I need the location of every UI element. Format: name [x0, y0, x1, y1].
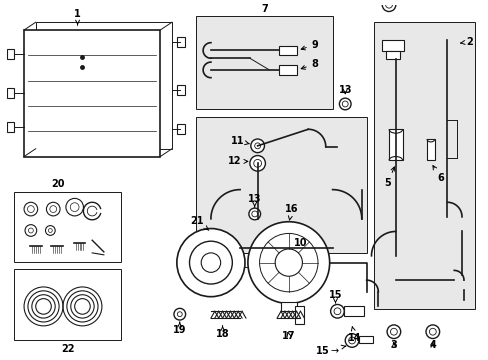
Circle shape: [201, 253, 220, 273]
Text: 19: 19: [173, 322, 186, 335]
Circle shape: [247, 222, 329, 303]
Circle shape: [333, 308, 340, 315]
Text: 6: 6: [432, 166, 443, 183]
Circle shape: [46, 202, 60, 216]
Text: 15$\rightarrow$: 15$\rightarrow$: [314, 344, 345, 356]
Circle shape: [348, 337, 355, 344]
Bar: [374, 22, 474, 309]
Text: 22: 22: [61, 344, 75, 354]
Circle shape: [24, 202, 38, 216]
Bar: [426, 139, 434, 161]
Circle shape: [248, 208, 260, 220]
Circle shape: [25, 225, 37, 236]
Bar: [24, 30, 160, 157]
Circle shape: [342, 101, 347, 107]
Text: 15: 15: [328, 290, 342, 303]
Circle shape: [259, 233, 317, 292]
Circle shape: [275, 249, 302, 276]
Text: 8: 8: [301, 59, 318, 69]
Circle shape: [177, 312, 182, 317]
Text: 3: 3: [390, 340, 396, 350]
Circle shape: [428, 328, 435, 335]
Text: 14: 14: [347, 327, 361, 343]
Circle shape: [174, 309, 185, 320]
Circle shape: [66, 198, 83, 216]
Circle shape: [28, 228, 33, 233]
Circle shape: [50, 206, 57, 212]
Bar: [281, 302, 296, 311]
Text: 16: 16: [285, 204, 298, 220]
Bar: [6, 89, 14, 98]
Bar: [279, 65, 296, 75]
Circle shape: [339, 98, 350, 110]
Circle shape: [390, 328, 396, 335]
Bar: [36, 22, 172, 149]
Circle shape: [254, 143, 260, 149]
Text: 1: 1: [74, 9, 81, 25]
Bar: [177, 125, 184, 134]
Circle shape: [70, 203, 79, 212]
Circle shape: [425, 325, 439, 338]
Circle shape: [386, 325, 400, 338]
Bar: [6, 49, 14, 59]
Text: 12: 12: [227, 156, 247, 166]
Text: 4: 4: [428, 340, 435, 350]
Circle shape: [382, 0, 395, 12]
Text: 18: 18: [215, 326, 229, 339]
Bar: [6, 122, 14, 132]
Bar: [344, 306, 363, 316]
Circle shape: [251, 211, 257, 217]
Text: 5: 5: [384, 167, 394, 188]
Text: 9: 9: [301, 40, 318, 50]
Bar: [14, 269, 121, 339]
Text: 2: 2: [460, 37, 472, 47]
Circle shape: [177, 229, 244, 297]
Text: 13: 13: [247, 194, 261, 207]
Bar: [382, 40, 403, 51]
Bar: [177, 37, 184, 46]
Bar: [358, 336, 373, 343]
Bar: [279, 46, 296, 55]
Text: 13: 13: [338, 85, 351, 95]
Bar: [14, 192, 121, 262]
Bar: [196, 16, 332, 109]
Text: 11: 11: [230, 136, 249, 146]
Circle shape: [48, 229, 52, 233]
Bar: [386, 51, 399, 59]
Circle shape: [45, 226, 55, 235]
Circle shape: [189, 241, 232, 284]
Circle shape: [27, 206, 34, 212]
Text: 20: 20: [51, 179, 65, 189]
Circle shape: [385, 1, 392, 8]
Circle shape: [345, 334, 358, 347]
Text: 21: 21: [190, 216, 208, 230]
Circle shape: [249, 156, 265, 171]
Circle shape: [330, 305, 344, 318]
Text: 7: 7: [261, 4, 267, 14]
Text: 4: 4: [0, 359, 1, 360]
Bar: [294, 306, 304, 324]
Circle shape: [250, 139, 264, 153]
Text: 10: 10: [293, 238, 306, 248]
Bar: [388, 129, 402, 161]
Bar: [196, 117, 366, 253]
Bar: [177, 85, 184, 95]
Circle shape: [253, 159, 261, 167]
Text: 17: 17: [282, 330, 295, 341]
